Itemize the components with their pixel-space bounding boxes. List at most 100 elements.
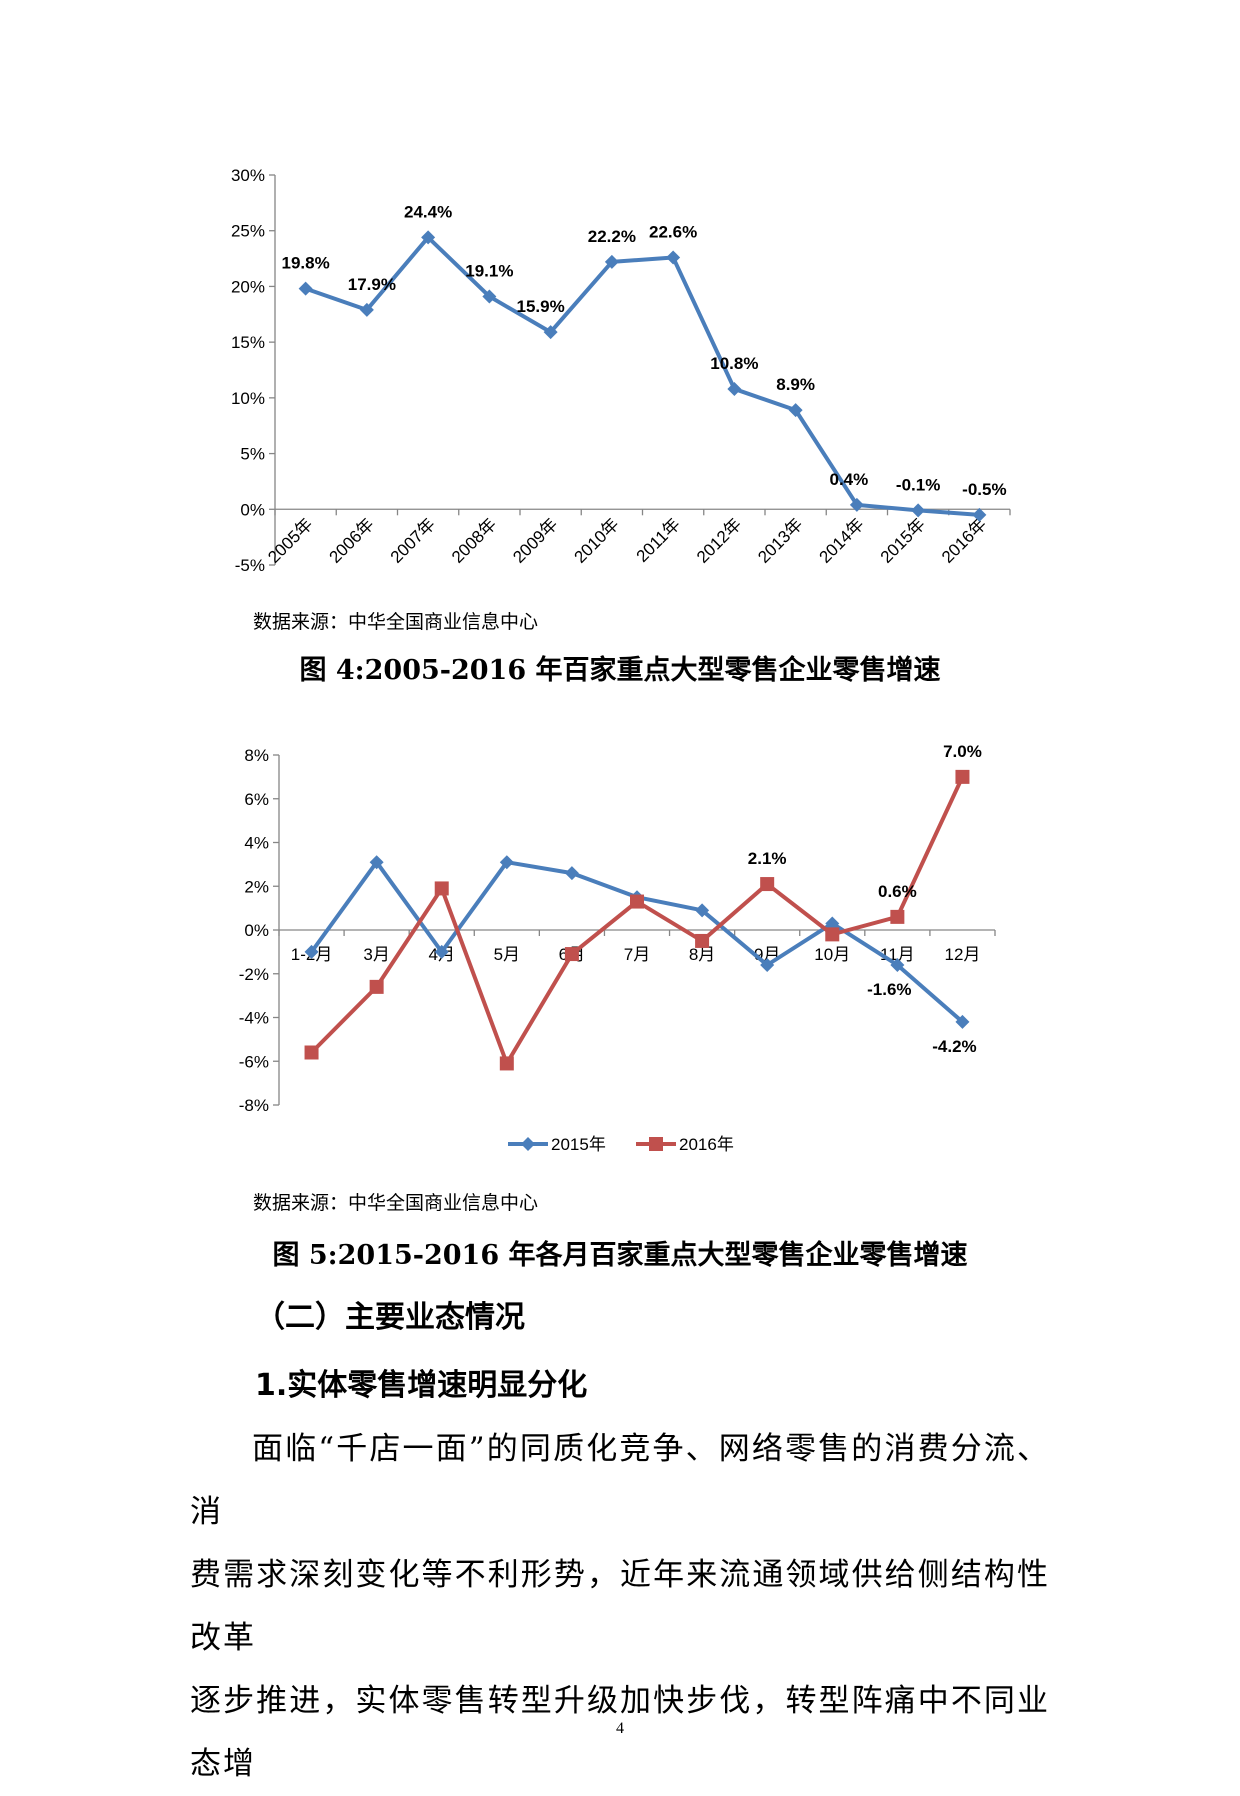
x-tick-label: 10月 — [814, 945, 850, 964]
x-tick-label: 8月 — [689, 945, 715, 964]
paragraph-line-1: 面临“千店一面”的同质化竞争、网络零售的消费分流、消 — [190, 1431, 1050, 1530]
y-tick-label: -6% — [239, 1052, 269, 1071]
data-label: 8.9% — [776, 375, 815, 394]
y-tick-label: 0% — [244, 921, 269, 940]
data-point — [564, 947, 579, 962]
series-line-1 — [310, 776, 965, 1066]
data-label: 22.2% — [588, 227, 636, 246]
figure5-caption: 图 5:2015-2016 年各月百家重点大型零售企业零售增速 — [272, 1240, 968, 1271]
data-label: 10.8% — [710, 354, 758, 373]
y-tick-label: 5% — [240, 445, 265, 464]
data-point — [695, 903, 710, 918]
data-point — [434, 881, 449, 896]
legend-marker — [521, 1137, 535, 1151]
data-point — [369, 855, 384, 870]
data-point — [825, 927, 840, 942]
data-label: 0.6% — [878, 882, 917, 901]
series-line-0 — [309, 860, 964, 1024]
data-label: 22.6% — [649, 222, 697, 241]
data-point — [630, 894, 644, 909]
x-tick-label: 3月 — [363, 945, 389, 964]
data-label: 2.1% — [748, 849, 787, 868]
y-tick-label: 0% — [240, 500, 265, 519]
data-point — [760, 877, 775, 892]
data-label: 19.8% — [282, 254, 330, 273]
x-tick-label: 2015年 — [877, 515, 929, 567]
data-point — [727, 381, 742, 396]
data-point — [604, 254, 619, 269]
x-tick-label: 2009年 — [509, 515, 561, 567]
x-tick-label: 7月 — [624, 945, 650, 964]
x-tick-label: 2010年 — [570, 515, 622, 567]
y-tick-label: -4% — [239, 1009, 269, 1028]
figure5-source: 数据来源：中华全国商业信息中心 — [253, 1192, 539, 1214]
data-label: 19.1% — [465, 261, 513, 280]
data-label: -1.6% — [867, 980, 911, 999]
y-tick-label: 8% — [244, 746, 269, 765]
data-label: 17.9% — [348, 275, 396, 294]
section-heading: （二）主要业态情况 — [255, 1300, 525, 1335]
y-tick-label: 25% — [231, 222, 265, 241]
data-label: -4.2% — [932, 1037, 976, 1056]
paragraph-line-2: 费需求深刻变化等不利形势，近年来流通领域供给侧结构性改革 — [190, 1557, 1050, 1656]
data-point — [564, 866, 579, 881]
data-point — [482, 289, 497, 304]
data-point — [304, 944, 319, 959]
figure4-caption: 图 4:2005-2016 年百家重点大型零售企业零售增速 — [299, 655, 941, 686]
x-tick-label: 2012年 — [693, 515, 745, 567]
x-tick-label: 12月 — [944, 945, 980, 964]
data-point — [695, 933, 710, 948]
figure4-source: 数据来源：中华全国商业信息中心 — [253, 611, 539, 633]
data-point — [760, 958, 775, 972]
y-tick-label: 15% — [231, 333, 265, 352]
data-point — [499, 855, 514, 870]
data-point — [911, 503, 926, 518]
data-point — [304, 1045, 319, 1060]
data-label: 15.9% — [517, 297, 565, 316]
data-point — [499, 1056, 514, 1071]
paragraph: 面临“千店一面”的同质化竞争、网络零售的消费分流、消 费需求深刻变化等不利形势，… — [190, 1418, 1050, 1796]
x-tick-label: 2008年 — [448, 515, 500, 567]
data-point — [972, 507, 987, 522]
x-tick-label: 2011年 — [633, 515, 684, 566]
data-label: -0.1% — [896, 475, 940, 494]
data-point — [543, 325, 558, 340]
y-tick-label: 30% — [231, 166, 265, 185]
data-label: -0.5% — [962, 480, 1006, 499]
x-tick-label: 2005年 — [264, 515, 316, 567]
data-label: 0.4% — [830, 470, 869, 489]
x-tick-label: 2007年 — [387, 515, 439, 567]
y-tick-label: -2% — [239, 965, 269, 984]
data-point — [955, 769, 970, 784]
y-tick-label: 10% — [231, 389, 265, 408]
data-point — [359, 302, 374, 317]
x-tick-label: 2013年 — [754, 515, 806, 567]
x-tick-label: 2014年 — [815, 515, 867, 567]
series-line — [304, 235, 980, 517]
data-point — [890, 958, 905, 972]
data-point — [298, 281, 313, 296]
data-label: 7.0% — [943, 742, 982, 761]
y-tick-label: 20% — [231, 277, 265, 296]
data-point — [788, 403, 803, 418]
data-point — [421, 230, 436, 245]
data-point — [955, 1014, 970, 1029]
data-point — [890, 909, 905, 924]
x-tick-label: 2006年 — [325, 515, 377, 567]
y-tick-label: 2% — [244, 877, 269, 896]
section-subheading: 1.实体零售增速明显分化 — [255, 1368, 588, 1403]
x-tick-label: 2016年 — [938, 515, 990, 567]
x-tick-label: 5月 — [494, 945, 520, 964]
y-tick-label: 4% — [244, 834, 269, 853]
page-number: 4 — [616, 1720, 624, 1737]
data-point — [849, 497, 864, 512]
legend-label: 2016年 — [679, 1135, 734, 1154]
legend-marker — [649, 1137, 663, 1151]
legend-label: 2015年 — [551, 1135, 606, 1154]
y-tick-label: -5% — [235, 556, 265, 575]
y-tick-label: -8% — [239, 1096, 269, 1115]
data-point — [825, 916, 840, 931]
chart-annual-growth: 30%25%20%15%10%5%0%-5% 2005年 2006年 2007年 200… — [231, 166, 1011, 575]
data-point — [434, 944, 449, 959]
data-point — [369, 979, 384, 994]
